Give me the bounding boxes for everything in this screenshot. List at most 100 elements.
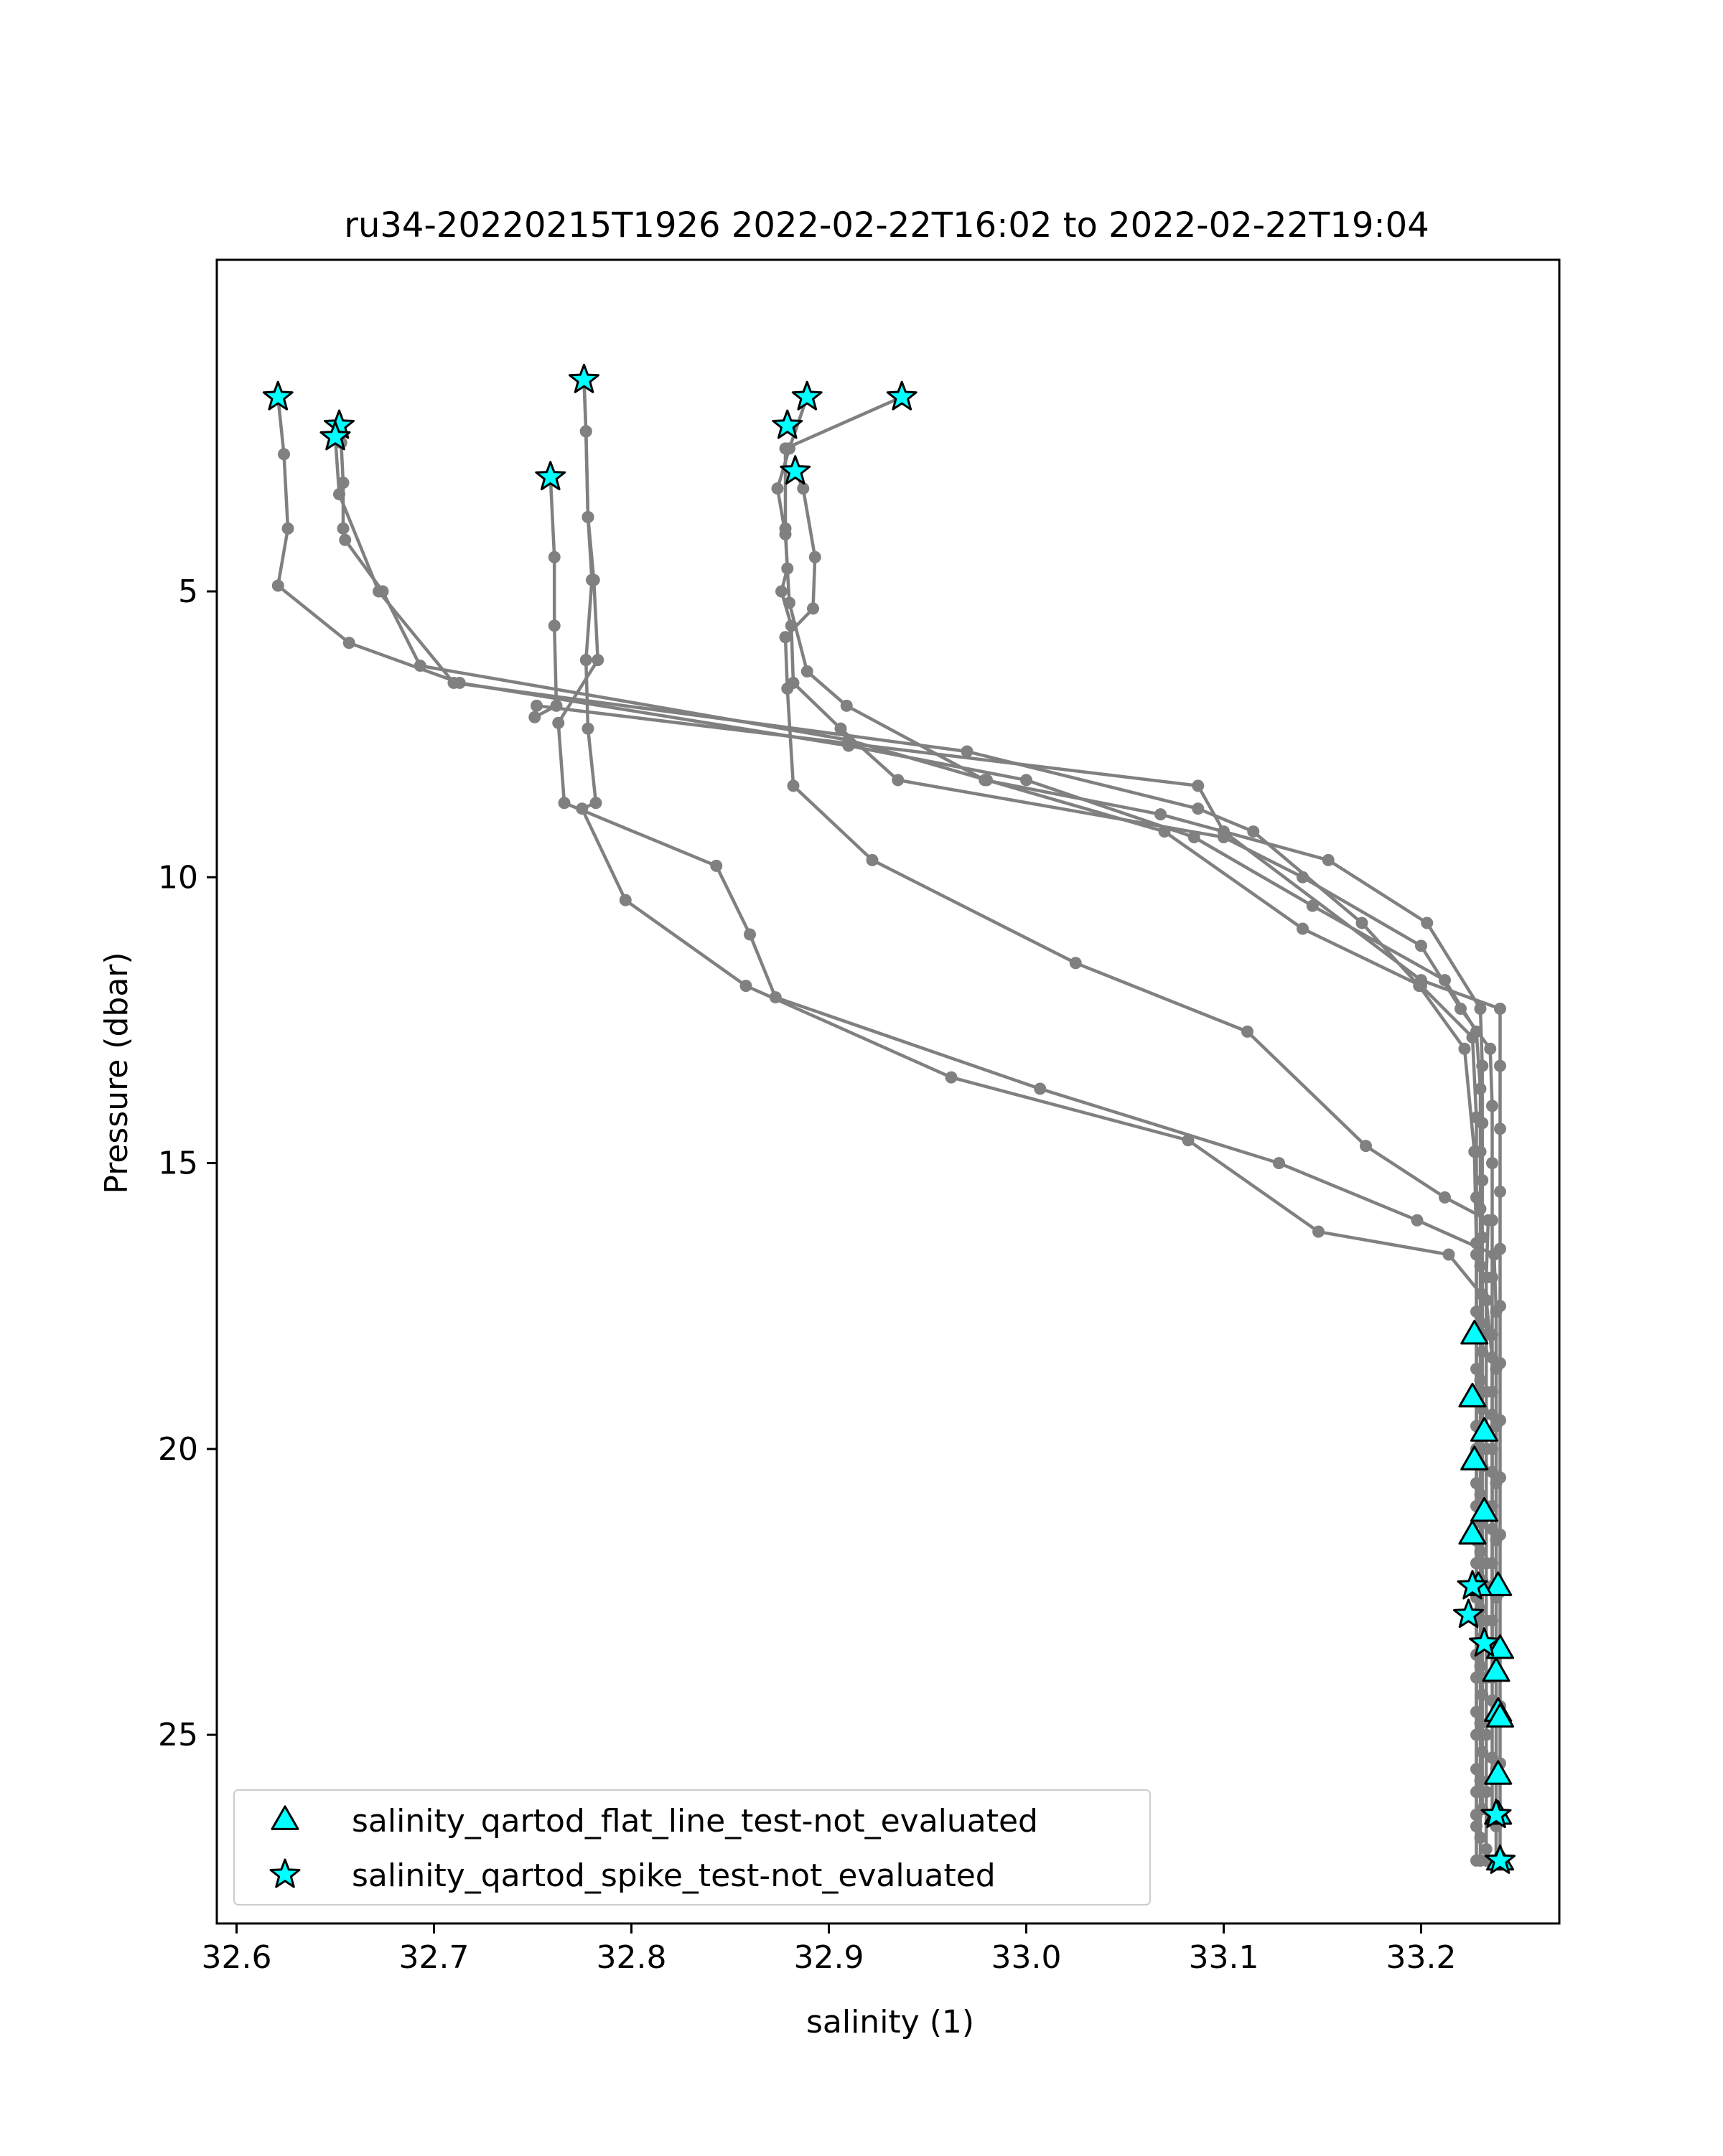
profile-point	[589, 797, 602, 810]
profile-point	[339, 533, 352, 546]
profile-point	[1480, 1842, 1493, 1855]
profile-point	[800, 665, 813, 678]
profile-point	[414, 660, 426, 672]
profile-point	[1442, 1248, 1455, 1261]
spike-marker	[1485, 1844, 1516, 1874]
x-tick-label: 32.9	[794, 1939, 864, 1976]
spike-marker	[772, 409, 803, 439]
profile-point	[840, 699, 853, 712]
spike-marker	[262, 380, 294, 411]
profile-point	[1494, 1059, 1506, 1072]
legend-label-flat-line: salinity_qartod_flat_line_test-not_evalu…	[352, 1803, 1038, 1839]
spike-markers	[262, 363, 1516, 1874]
y-axis-label: Pressure (dbar)	[98, 952, 135, 1194]
profile-point	[779, 631, 792, 644]
profile-point	[592, 654, 604, 667]
profile-point	[552, 716, 565, 729]
profile-point	[1482, 1214, 1495, 1227]
profile-point	[587, 573, 600, 586]
profile-point	[807, 602, 819, 615]
profile-point	[1218, 831, 1230, 844]
profile-line-1	[337, 425, 1478, 1861]
spike-marker	[535, 461, 566, 491]
x-tick-label: 32.7	[399, 1939, 470, 1976]
profile-point	[531, 699, 543, 712]
profile-point	[528, 711, 541, 723]
profile-point	[797, 482, 810, 495]
y-axis: 5 10 15 20 25	[158, 573, 217, 1753]
profile-point	[337, 522, 350, 535]
profile-point	[1415, 974, 1427, 987]
profile-point	[447, 676, 460, 689]
profile-point	[783, 596, 795, 609]
profile-point	[582, 722, 594, 735]
profile-point	[1360, 1140, 1372, 1153]
y-tick-label: 15	[158, 1145, 198, 1182]
profile-point	[1476, 1173, 1489, 1186]
profile-line-3	[533, 477, 1502, 1861]
profile-point	[1480, 1385, 1493, 1398]
profile-point	[333, 488, 345, 501]
profile-point	[834, 722, 847, 735]
profile-line-5	[556, 380, 1498, 1861]
x-tick-label: 32.8	[597, 1939, 667, 1976]
profile-point	[1468, 1145, 1481, 1158]
profile-point	[1476, 1117, 1489, 1130]
profile-point	[1484, 1042, 1497, 1055]
profile-point	[1306, 899, 1319, 912]
flat-line-marker	[1458, 1382, 1487, 1408]
profile-point	[1480, 1728, 1493, 1741]
profile-point	[1297, 871, 1309, 884]
profile-point	[1470, 1728, 1482, 1741]
profile-point	[1488, 1248, 1500, 1261]
profile-point	[1486, 1100, 1498, 1112]
flat-line-marker	[1484, 1760, 1513, 1785]
y-tick-label: 5	[178, 573, 198, 610]
profile-line-4	[580, 380, 1494, 1815]
legend-star-shape	[269, 1858, 301, 1888]
spike-marker	[1457, 1570, 1488, 1600]
y-tick-label: 10	[158, 859, 198, 896]
flat-line-marker	[1470, 1496, 1499, 1522]
profile-point	[1020, 774, 1032, 787]
profile-point	[1439, 1191, 1451, 1204]
profile-point	[1470, 1557, 1482, 1570]
profile-point	[1486, 1157, 1498, 1170]
profile-point	[771, 482, 784, 495]
plot-area	[262, 363, 1516, 1874]
profile-point	[979, 774, 991, 787]
profile-point	[781, 682, 794, 695]
profile-point	[1454, 1002, 1467, 1015]
flat-line-marker	[1485, 1702, 1515, 1728]
profile-point	[1494, 1185, 1506, 1198]
profile-point	[1474, 1002, 1487, 1015]
flat-line-marker	[1482, 1657, 1510, 1682]
profile-line-2	[333, 436, 1478, 1815]
profile-point	[961, 745, 973, 758]
profile-point	[1154, 808, 1167, 821]
x-axis-label: salinity (1)	[806, 2004, 974, 2040]
profile-point	[783, 442, 795, 455]
profile-point	[1411, 1214, 1424, 1227]
plot-frame	[215, 258, 1561, 1925]
profile-point	[1480, 1786, 1493, 1799]
profile-point	[278, 448, 290, 461]
profile-point	[1069, 957, 1082, 970]
chart-title: ru34-20220215T1926 2022-02-22T16:02 to 2…	[344, 205, 1429, 245]
spike-marker	[780, 455, 811, 485]
profile-point	[579, 654, 592, 667]
profile-point	[342, 637, 355, 650]
profile-point	[1192, 779, 1205, 792]
profile-point	[1476, 1059, 1489, 1072]
spike-marker	[319, 421, 351, 451]
profile-point	[1322, 853, 1335, 866]
profile-point	[1470, 1820, 1482, 1833]
profile-point	[1470, 1671, 1482, 1684]
spike-marker	[569, 363, 599, 393]
profile-point	[1415, 939, 1427, 952]
profile-point	[1480, 1271, 1493, 1284]
profile-point	[779, 528, 792, 540]
legend-entry-flat-line: salinity_qartod_flat_line_test-not_evalu…	[271, 1803, 1038, 1839]
